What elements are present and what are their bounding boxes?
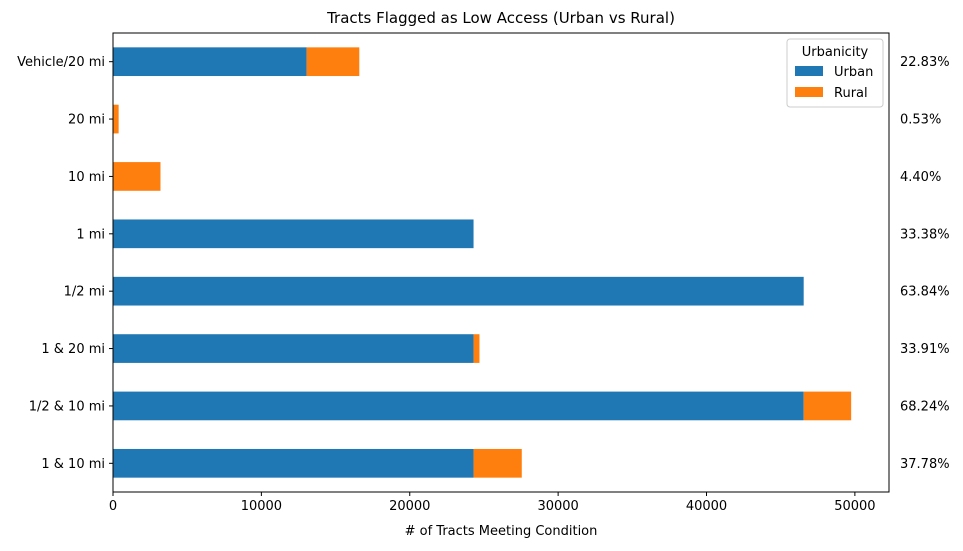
y-tick-label: 20 mi bbox=[68, 113, 105, 128]
bar-rural-1-20-mi bbox=[473, 334, 480, 363]
x-tick-label: 30000 bbox=[537, 499, 578, 514]
percent-label: 33.91% bbox=[900, 342, 950, 357]
x-tick-label: 10000 bbox=[241, 499, 282, 514]
legend-swatch-urban bbox=[795, 66, 823, 76]
percent-label: 33.38% bbox=[900, 227, 950, 242]
legend-title: Urbanicity bbox=[802, 45, 869, 60]
y-tick-label: Vehicle/20 mi bbox=[17, 55, 105, 70]
bar-rural-20-mi bbox=[113, 104, 119, 134]
bar-urban-1-2-10-mi bbox=[113, 391, 804, 421]
bar-rural-1-10-mi bbox=[473, 448, 522, 478]
legend-swatch-rural bbox=[795, 87, 823, 97]
percent-label: 63.84% bbox=[900, 285, 950, 300]
x-tick-label: 20000 bbox=[389, 499, 430, 514]
x-axis-label: # of Tracts Meeting Condition bbox=[405, 524, 598, 539]
plot-frame bbox=[112, 32, 890, 493]
percent-label: 68.24% bbox=[900, 399, 950, 414]
bar-urban-1-10-mi bbox=[113, 448, 474, 478]
bar-rural-10-mi bbox=[113, 162, 161, 191]
chart-title: Tracts Flagged as Low Access (Urban vs R… bbox=[326, 9, 675, 27]
bar-rural-1-2-10-mi bbox=[803, 391, 852, 421]
y-tick-label: 1/2 & 10 mi bbox=[29, 399, 105, 414]
y-tick-label: 1 & 20 mi bbox=[41, 342, 105, 357]
bar-urban-1-mi bbox=[113, 219, 474, 249]
bar-urban-1-2-mi bbox=[113, 276, 804, 306]
x-tick-label: 40000 bbox=[686, 499, 727, 514]
y-tick-label: 10 mi bbox=[68, 170, 105, 185]
legend-label-urban: Urban bbox=[834, 65, 873, 80]
percent-label: 0.53% bbox=[900, 113, 941, 128]
percent-label: 4.40% bbox=[900, 170, 941, 185]
bar-urban-vehicle-20-mi bbox=[113, 47, 307, 77]
percent-label: 37.78% bbox=[900, 457, 950, 472]
legend: Urbanicity Urban Rural bbox=[786, 38, 884, 108]
bar-rural-vehicle-20-mi bbox=[306, 47, 360, 77]
x-tick-label: 0 bbox=[109, 499, 117, 514]
legend-label-rural: Rural bbox=[834, 86, 868, 101]
y-tick-label: 1 mi bbox=[76, 227, 105, 242]
y-tick-label: 1/2 mi bbox=[64, 285, 105, 300]
percent-label: 22.83% bbox=[900, 55, 950, 70]
y-tick-label: 1 & 10 mi bbox=[41, 457, 105, 472]
bar-urban-1-20-mi bbox=[113, 334, 474, 363]
bars-group bbox=[113, 47, 852, 478]
percent-labels: 22.83% 0.53% 4.40% 33.38% 63.84% 33.91% 68.24%… bbox=[900, 55, 950, 472]
y-axis-ticks: Vehicle/20 mi 20 mi 10 mi 1 mi 1/2 mi 1 & 20 … bbox=[17, 55, 113, 472]
x-tick-label: 50000 bbox=[834, 499, 875, 514]
x-axis-ticks: 0 10000 20000 30000 40000 50000 bbox=[109, 492, 876, 514]
